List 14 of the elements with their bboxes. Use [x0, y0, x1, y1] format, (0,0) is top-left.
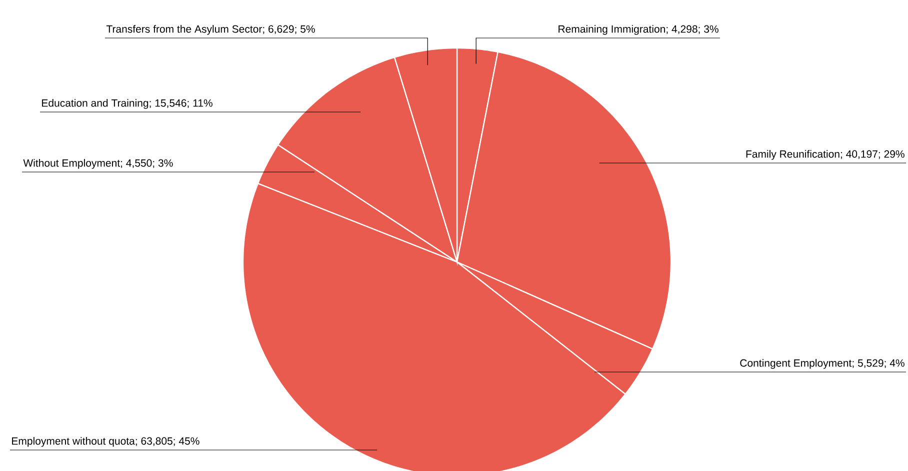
data-label: ; 5,529; 4% [852, 359, 904, 368]
slice-label: Education and Training [42, 99, 148, 109]
data-label: ; 4,298; 3% [666, 25, 718, 34]
slice-label: Without Employment [23, 159, 120, 169]
slice-label: Employment without quota [12, 437, 135, 447]
slice-label: Contingent Employment [740, 359, 852, 369]
slice-label: Remaining Immigration [558, 25, 665, 35]
data-label: ; 6,629; 5% [263, 25, 315, 34]
data-label: ; 4,550; 3% [121, 159, 173, 168]
data-label: ; 15,546; 11% [150, 99, 212, 108]
data-label: ; 63,805; 45% [136, 437, 200, 446]
data-label: ; 40,197; 29% [840, 150, 904, 159]
slice-label: Family Reunification [746, 150, 840, 160]
slice-label: Transfers from the Asylum Sector [106, 25, 262, 35]
